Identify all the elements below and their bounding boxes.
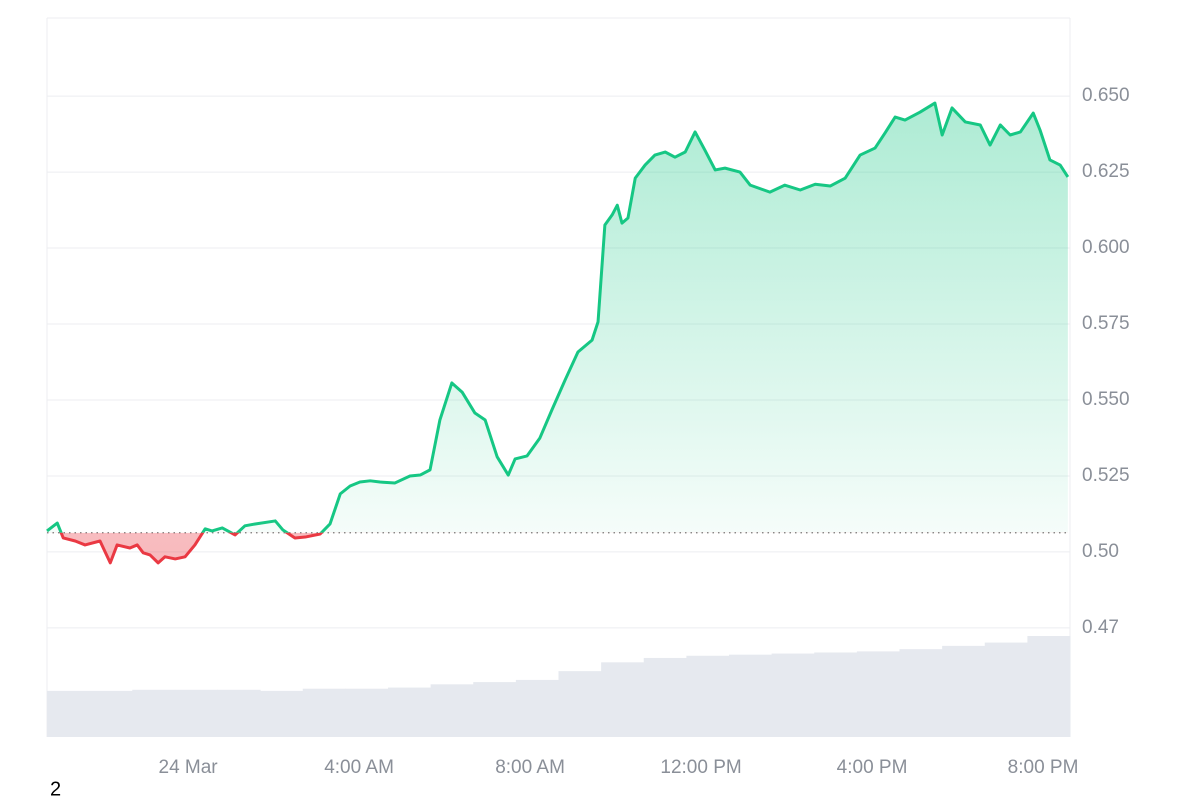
volume-bar <box>89 690 133 737</box>
volume-bar <box>686 655 730 737</box>
volume-bar <box>558 671 602 737</box>
area-down <box>47 532 1068 563</box>
x-tick-label: 4:00 AM <box>324 757 394 778</box>
volume-bar <box>856 651 900 737</box>
volume-bar <box>430 684 474 737</box>
x-tick-label: 24 Mar <box>159 757 219 778</box>
y-tick-label: 0.50 <box>1082 541 1119 562</box>
volume-bar <box>814 652 858 737</box>
volume-bar <box>899 649 943 737</box>
volume-bar <box>729 654 773 737</box>
price-line-up <box>46 101 1070 533</box>
volume-bar <box>1027 636 1071 737</box>
volume-bar <box>601 662 645 737</box>
volume-bar <box>345 688 389 737</box>
y-tick-label: 0.625 <box>1082 161 1130 182</box>
volume-bar <box>388 687 432 737</box>
volume-bar <box>515 679 559 737</box>
volume-bar <box>771 653 815 737</box>
volume-bar <box>302 688 346 737</box>
x-tick-label: 8:00 PM <box>1008 757 1079 778</box>
x-tick-label: 8:00 AM <box>495 757 565 778</box>
y-tick-label: 0.575 <box>1082 313 1130 334</box>
price-line-down <box>59 532 324 565</box>
volume-bar <box>942 645 986 737</box>
volume-bar <box>260 690 304 737</box>
volume-bar <box>473 682 517 737</box>
y-tick-label: 0.650 <box>1082 85 1130 106</box>
volume-bar <box>132 689 176 737</box>
y-tick-label: 0.600 <box>1082 237 1130 258</box>
volume-bar <box>217 689 261 737</box>
x-tick-label: 4:00 PM <box>837 757 908 778</box>
volume-bar <box>643 657 687 737</box>
area-up <box>47 103 1068 533</box>
y-tick-label: 0.550 <box>1082 389 1130 410</box>
x-tick-label: 12:00 PM <box>660 757 741 778</box>
y-tick-label: 0.525 <box>1082 465 1130 486</box>
y-tick-label: 0.47 <box>1082 617 1119 638</box>
volume-bar <box>47 690 91 737</box>
footnote: 2 <box>50 778 61 800</box>
volume-bar <box>984 642 1028 737</box>
volume-bar <box>174 689 218 737</box>
